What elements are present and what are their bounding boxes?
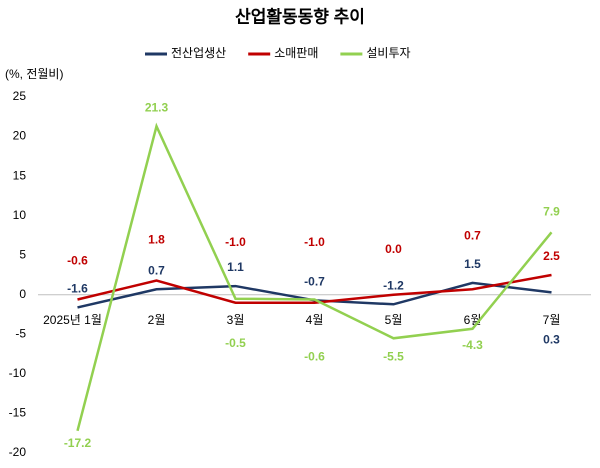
data-label: 1.5: [464, 257, 481, 271]
x-tick-label: 2025년 1월: [43, 313, 102, 327]
x-tick-label: 3월: [227, 313, 245, 327]
y-tick-label: -15: [9, 406, 27, 420]
data-label: 0.7: [148, 263, 165, 277]
data-label: -1.2: [383, 278, 404, 292]
y-tick-label: -5: [15, 327, 26, 341]
y-tick-label: 25: [13, 89, 27, 103]
y-tick-label: 10: [13, 208, 27, 222]
data-label: 7.9: [543, 204, 560, 218]
x-tick-label: 2월: [148, 313, 166, 327]
data-label: -1.0: [225, 235, 246, 249]
data-label: -0.5: [225, 336, 246, 350]
x-tick-label: 5월: [385, 313, 403, 327]
data-label: 0.3: [543, 333, 560, 347]
y-tick-label: 0: [19, 287, 26, 301]
y-tick-label: -10: [9, 366, 27, 380]
legend-label: 소매판매: [274, 46, 318, 60]
data-label: -0.7: [304, 274, 325, 288]
data-label: 1.8: [148, 233, 165, 247]
data-label: -0.6: [67, 254, 88, 268]
chart-title: 산업활동동향 추이: [235, 6, 365, 26]
x-tick-label: 4월: [306, 313, 324, 327]
data-label: -17.2: [64, 436, 92, 450]
data-label: -0.6: [304, 350, 325, 364]
y-tick-label: 20: [13, 129, 27, 143]
y-tick-label: 5: [19, 247, 26, 261]
data-label: -4.3: [462, 338, 483, 352]
y-tick-label: -20: [9, 445, 27, 459]
data-label: -5.5: [383, 349, 404, 363]
legend-label: 설비투자: [366, 46, 410, 60]
data-label: 1.1: [227, 260, 244, 274]
x-tick-label: 7월: [543, 313, 561, 327]
data-label: 2.5: [543, 249, 560, 263]
data-label: -1.0: [304, 235, 325, 249]
legend-label: 전산업생산: [171, 46, 226, 60]
y-tick-label: 15: [13, 168, 27, 182]
data-label: 21.3: [145, 100, 169, 114]
y-axis-label: (%, 전월비): [5, 67, 63, 81]
series-line: [76, 122, 553, 432]
data-label: -1.6: [67, 282, 88, 296]
series-line: [77, 273, 552, 304]
data-label: 0.0: [385, 242, 402, 256]
data-label: 0.7: [464, 228, 481, 242]
